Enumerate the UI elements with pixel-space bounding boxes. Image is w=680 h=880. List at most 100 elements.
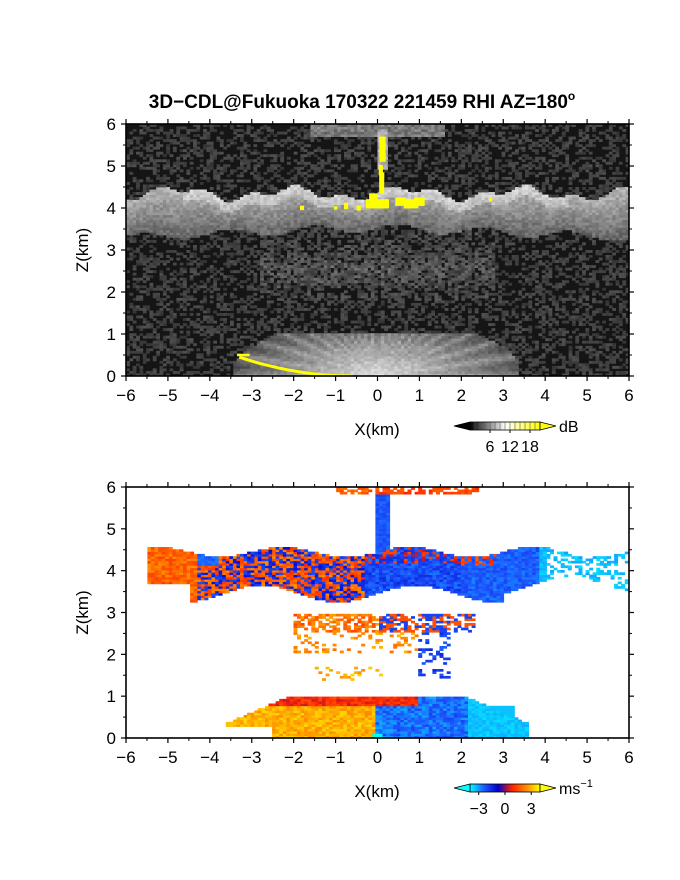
field-cell xyxy=(615,365,620,369)
field-cell xyxy=(364,355,368,359)
field-cell xyxy=(538,300,543,304)
field-cell xyxy=(431,313,435,316)
field-cell xyxy=(367,252,372,256)
field-cell xyxy=(250,350,254,354)
field-cell xyxy=(364,313,368,316)
field-cell xyxy=(511,348,516,352)
field-cell xyxy=(411,250,415,253)
field-cell xyxy=(233,350,238,354)
field-cell xyxy=(290,229,295,233)
field-cell xyxy=(582,313,586,316)
field-cell xyxy=(253,229,258,233)
field-cell xyxy=(129,328,134,331)
field-cell xyxy=(458,320,462,324)
field-cell xyxy=(290,340,295,344)
field-cell xyxy=(364,310,368,314)
field-cell xyxy=(494,345,499,349)
field-cell xyxy=(354,330,358,334)
field-cell xyxy=(588,237,593,241)
field-cell xyxy=(444,368,449,372)
field-cell xyxy=(397,250,402,253)
field-cell xyxy=(203,282,207,286)
field-cell xyxy=(310,320,315,324)
field-cell xyxy=(404,290,409,294)
field-cell xyxy=(330,262,335,266)
field-cell xyxy=(458,338,462,342)
field-cell xyxy=(276,345,281,349)
field-cell xyxy=(608,239,613,243)
field-cell xyxy=(196,355,201,359)
field-cell xyxy=(380,267,385,271)
field-cell xyxy=(555,287,559,291)
field-cell xyxy=(213,365,217,369)
field-cell xyxy=(471,350,476,354)
field-cell xyxy=(401,287,405,291)
field-cell xyxy=(575,315,580,319)
field-cell xyxy=(451,267,456,271)
field-cell xyxy=(320,308,325,311)
field-cell xyxy=(444,270,449,274)
field-cell xyxy=(390,333,395,337)
field-cell xyxy=(411,232,415,236)
field-cell xyxy=(287,242,291,246)
field-cell xyxy=(209,330,214,334)
field-cell xyxy=(166,232,170,236)
field-cell xyxy=(511,300,516,304)
field-cell xyxy=(451,365,456,369)
field-cell xyxy=(471,338,476,342)
field-cell xyxy=(149,239,154,243)
field-cell xyxy=(444,315,449,319)
field-cell xyxy=(327,282,331,286)
field-cell xyxy=(575,300,580,304)
field-cell xyxy=(307,355,311,359)
field-cell xyxy=(454,257,459,261)
field-cell xyxy=(136,260,140,263)
field-cell xyxy=(223,318,227,321)
field-cell xyxy=(541,315,546,319)
field-cell xyxy=(256,328,261,331)
field-cell xyxy=(464,234,469,238)
field-cell xyxy=(511,363,516,367)
field-cell xyxy=(253,350,258,354)
field-cell xyxy=(283,285,288,289)
field-cell xyxy=(558,333,563,337)
field-cell xyxy=(206,267,211,271)
field-cell xyxy=(414,252,419,256)
field-cell xyxy=(434,350,439,354)
field-cell xyxy=(598,257,603,261)
field-cell xyxy=(159,313,164,316)
field-cell xyxy=(340,371,345,374)
field-cell xyxy=(498,348,502,352)
field-cell xyxy=(458,343,462,347)
field-cell xyxy=(414,368,419,372)
field-cell xyxy=(273,371,278,374)
field-cell xyxy=(364,270,368,274)
field-cell xyxy=(431,260,435,263)
field-cell xyxy=(407,348,412,352)
field-cell xyxy=(582,373,586,376)
field-cell xyxy=(263,245,268,248)
field-cell xyxy=(407,353,412,357)
field-cell xyxy=(364,338,368,342)
field-cell xyxy=(474,297,479,301)
field-cell xyxy=(427,340,432,344)
field-cell xyxy=(407,371,412,374)
field-cell xyxy=(424,360,429,364)
field-cell xyxy=(357,358,362,362)
field-cell xyxy=(414,345,419,349)
field-cell xyxy=(287,229,291,233)
field-cell xyxy=(407,338,412,342)
field-cell xyxy=(501,358,506,362)
field-cell xyxy=(525,371,529,374)
field-cell xyxy=(501,280,506,284)
field-cell xyxy=(437,335,442,339)
field-cell xyxy=(313,365,318,369)
field-cell xyxy=(427,287,432,291)
field-cell xyxy=(183,305,187,309)
field-cell xyxy=(605,302,610,306)
field-cell xyxy=(592,239,596,243)
field-cell xyxy=(437,260,442,263)
field-cell xyxy=(622,260,627,263)
field-cell xyxy=(344,315,348,319)
field-cell xyxy=(263,229,268,233)
